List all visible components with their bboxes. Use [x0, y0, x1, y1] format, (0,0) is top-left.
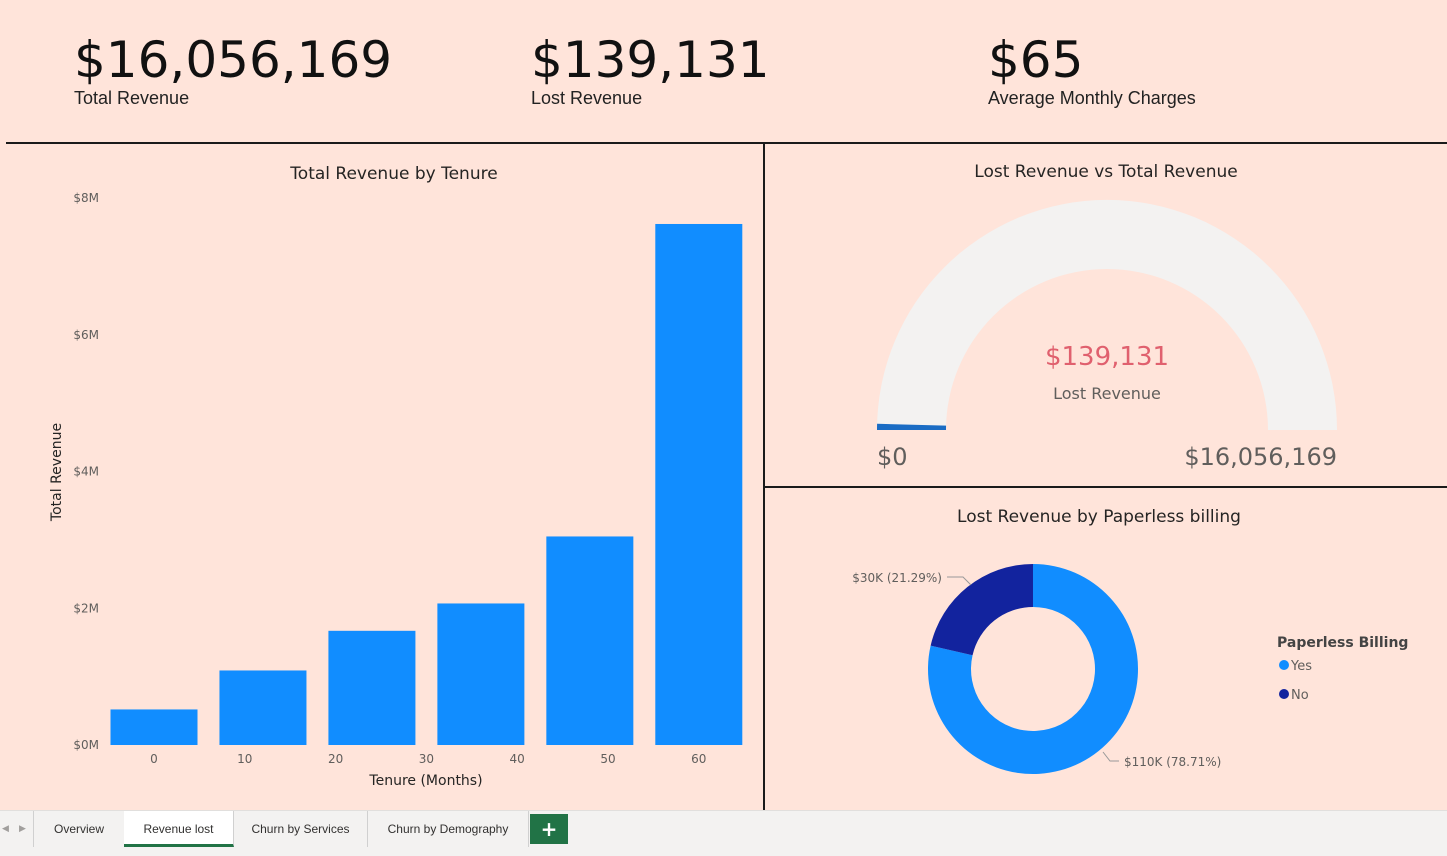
- kpi-lost-revenue[interactable]: $139,131 Lost Revenue: [531, 30, 770, 109]
- tab-scroll-left-icon[interactable]: ◀: [2, 824, 9, 834]
- legend-marker-no: [1279, 689, 1289, 699]
- y-tick-label: $8M: [73, 191, 99, 205]
- kpi-value: $16,056,169: [74, 31, 393, 89]
- x-tick-label: 40: [510, 752, 525, 766]
- report-canvas: $16,056,169 Total Revenue $139,131 Lost …: [0, 0, 1447, 812]
- x-tick-label: 50: [600, 752, 615, 766]
- panel-divider-horizontal: [764, 486, 1447, 488]
- tab-scroll-right-icon[interactable]: ▶: [19, 824, 26, 834]
- panel-divider-vertical: [763, 143, 765, 812]
- y-tick-label: $4M: [73, 465, 99, 479]
- bar-chart-title: Total Revenue by Tenure: [290, 164, 498, 184]
- kpi-label: Lost Revenue: [531, 88, 643, 108]
- legend-item-yes[interactable]: Yes: [1290, 659, 1312, 674]
- gauge-value-label: $139,131: [1045, 342, 1169, 372]
- y-tick-label: $0M: [73, 738, 99, 752]
- donut-slice-no[interactable]: [930, 564, 1033, 656]
- kpi-value: $139,131: [531, 31, 770, 89]
- kpi-value: $65: [988, 31, 1084, 89]
- kpi-label: Total Revenue: [74, 88, 190, 108]
- donut-chart[interactable]: $30K (21.29%) $110K (78.71%) Paperless B…: [765, 540, 1447, 805]
- gauge-title: Lost Revenue vs Total Revenue: [974, 162, 1238, 182]
- add-page-button[interactable]: +: [530, 814, 568, 844]
- status-strip: [0, 848, 1447, 856]
- plus-icon: +: [540, 817, 558, 841]
- x-tick-label: 60: [691, 752, 706, 766]
- bar[interactable]: [655, 223, 743, 746]
- kpi-divider: [6, 142, 1447, 144]
- donut-label-no: $30K (21.29%): [852, 571, 942, 585]
- bar-chart[interactable]: Total Revenue Tenure (Months) $0M $2M $4M $…: [0, 185, 762, 795]
- donut-slice-yes[interactable]: [928, 564, 1138, 774]
- bar-chart-x-axis-label: Tenure (Months): [368, 773, 482, 789]
- gauge-chart[interactable]: $139,131 Lost Revenue $0 $16,056,169: [765, 190, 1447, 485]
- donut-label-yes: $110K (78.71%): [1124, 755, 1221, 769]
- x-tick-label: 10: [237, 752, 252, 766]
- gauge-track: [877, 199, 1337, 430]
- bar[interactable]: [219, 670, 307, 745]
- gauge-caption: Lost Revenue: [1053, 384, 1161, 403]
- legend-marker-yes: [1279, 660, 1289, 670]
- gauge-max-label: $16,056,169: [1184, 443, 1337, 471]
- donut-leader-no: [947, 576, 972, 586]
- bar-chart-y-axis-label: Total Revenue: [49, 423, 65, 522]
- x-tick-label: 20: [328, 752, 343, 766]
- legend-item-no[interactable]: No: [1291, 688, 1309, 703]
- kpi-total-revenue[interactable]: $16,056,169 Total Revenue: [74, 30, 392, 109]
- tab-overview[interactable]: Overview: [33, 811, 125, 847]
- bar[interactable]: [328, 630, 416, 745]
- tab-churn-by-services[interactable]: Churn by Services: [234, 811, 368, 847]
- gauge-min-label: $0: [877, 443, 908, 471]
- donut-title: Lost Revenue by Paperless billing: [957, 507, 1241, 527]
- x-tick-label: 30: [419, 752, 434, 766]
- gauge-value-arc: [877, 423, 947, 430]
- x-tick-label: 0: [150, 752, 158, 766]
- tab-revenue-lost[interactable]: Revenue lost: [124, 811, 234, 847]
- bar[interactable]: [546, 536, 634, 745]
- y-tick-label: $6M: [73, 328, 99, 342]
- bar[interactable]: [437, 603, 525, 745]
- y-tick-label: $2M: [73, 601, 99, 615]
- kpi-label: Average Monthly Charges: [988, 88, 1196, 108]
- tab-churn-by-demography[interactable]: Churn by Demography: [368, 811, 529, 847]
- legend-title: Paperless Billing: [1277, 635, 1408, 651]
- page-tab-bar: ◀ ▶ Overview Revenue lost Churn by Servi…: [0, 810, 1447, 849]
- kpi-average-monthly-charges[interactable]: $65 Average Monthly Charges: [988, 30, 1196, 109]
- bar[interactable]: [110, 709, 198, 745]
- donut-leader-yes: [1102, 751, 1119, 762]
